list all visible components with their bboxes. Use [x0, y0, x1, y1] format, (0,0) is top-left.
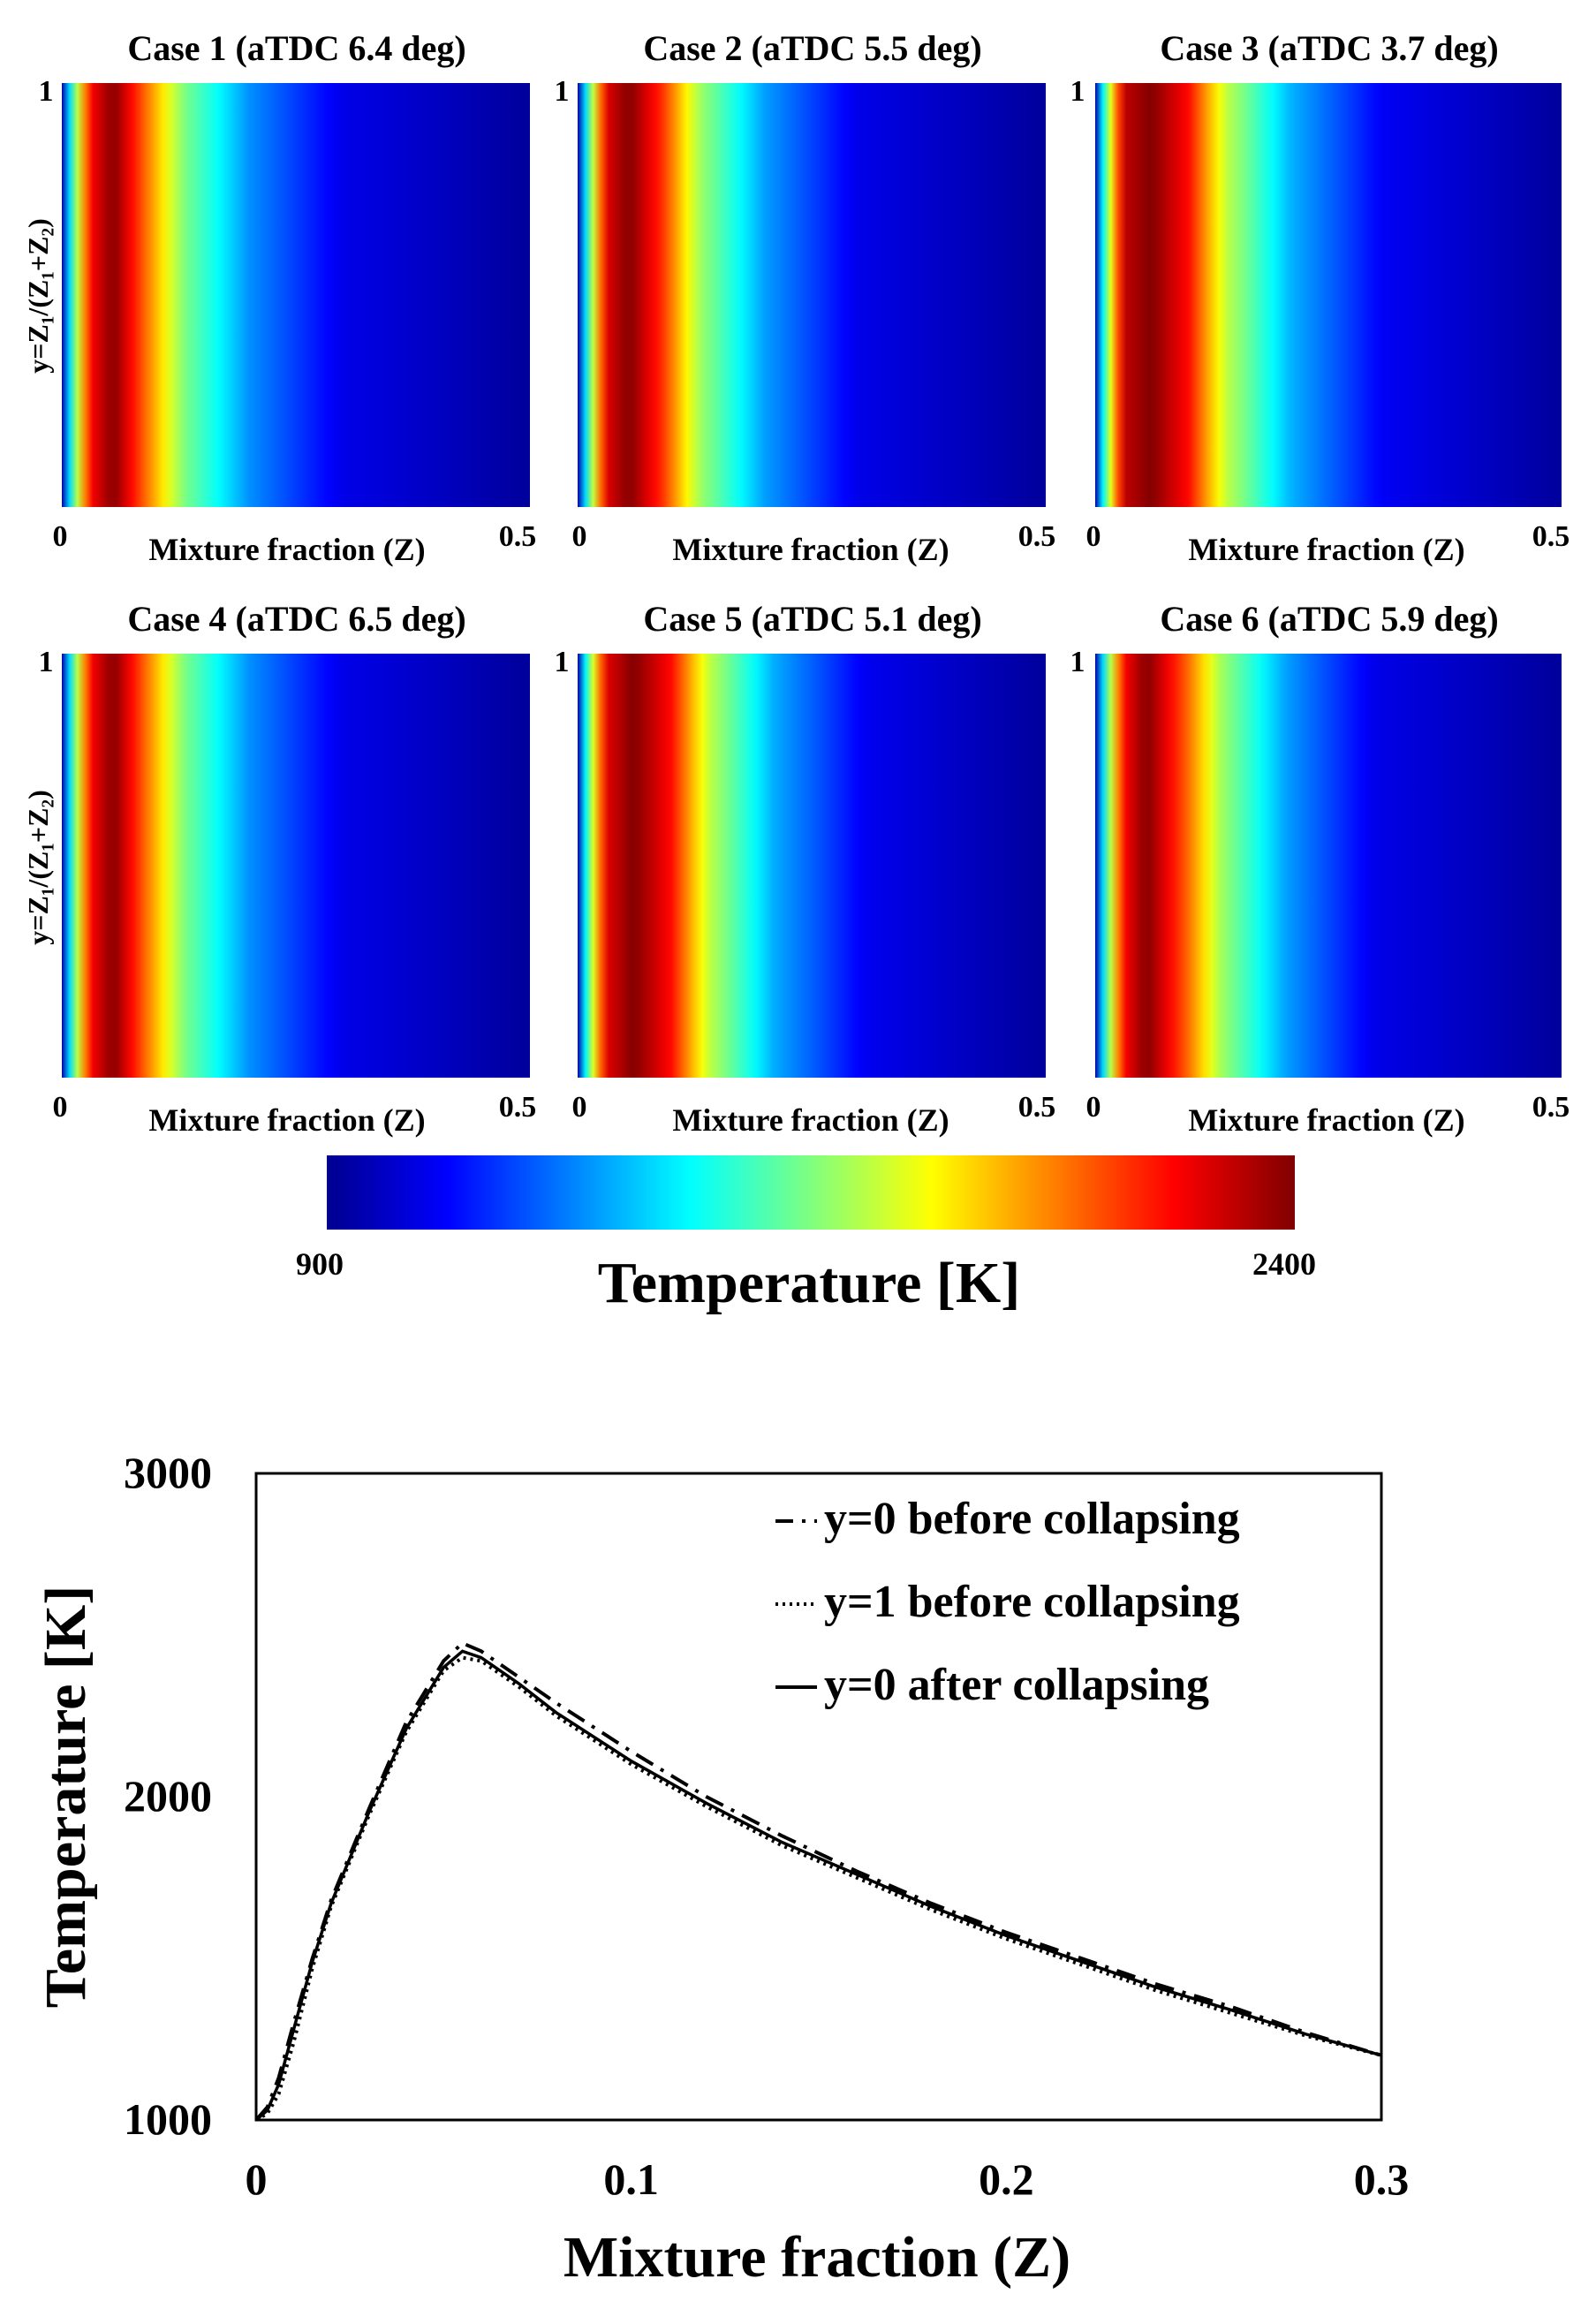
- ytick-max: 1: [1070, 75, 1085, 108]
- xtick-min: 0: [53, 520, 68, 553]
- heatmap-plot: [578, 654, 1046, 1078]
- x-axis-label: Mixture fraction (Z): [672, 532, 949, 567]
- x-axis-label: Mixture fraction (Z): [564, 2225, 1070, 2290]
- y-tick-label: 3000: [124, 1448, 212, 1497]
- x-axis-label: Mixture fraction (Z): [672, 1102, 949, 1138]
- heatmap-plot: [578, 83, 1046, 507]
- y-axis-label: y=Z₁/(Z₁+Z₂): [22, 218, 54, 373]
- colorbar-tick-min: 900: [296, 1246, 344, 1282]
- xtick-min: 0: [572, 520, 587, 553]
- xtick-max: 0.5: [1018, 520, 1056, 553]
- panel-title: Case 2 (aTDC 5.5 deg): [643, 28, 981, 68]
- x-tick-label: 0.1: [603, 2154, 659, 2204]
- panel-case-4: Case 4 (aTDC 6.5 deg) 1 0 0.5 Mixture fr…: [22, 599, 536, 1138]
- ytick-max: 1: [39, 75, 54, 108]
- panel-case-6: Case 6 (aTDC 5.9 deg) 1 0 0.5 Mixture fr…: [1070, 599, 1570, 1138]
- xtick-max: 0.5: [1018, 1091, 1056, 1124]
- line-chart: 0 0.1 0.2 0.3 1000 2000 3000 Temperature [K] M…: [34, 1448, 1409, 2290]
- colorbar: 900 2400 Temperature [K]: [296, 1155, 1316, 1315]
- panel-title: Case 6 (aTDC 5.9 deg): [1160, 599, 1498, 639]
- colorbar-label: Temperature [K]: [598, 1251, 1020, 1315]
- ytick-max: 1: [555, 646, 570, 678]
- xtick-min: 0: [1086, 520, 1101, 553]
- panel-case-2: Case 2 (aTDC 5.5 deg) 1 0 0.5 Mixture fr…: [555, 28, 1056, 567]
- legend: y=0 before collapsing y=1 before collaps…: [775, 1494, 1240, 1710]
- ytick-max: 1: [39, 646, 54, 678]
- ytick-max: 1: [555, 75, 570, 108]
- y-axis-label: Temperature [K]: [34, 1586, 98, 2008]
- xtick-max: 0.5: [1532, 1091, 1570, 1124]
- line-axes: 0 0.1 0.2 0.3 1000 2000 3000: [124, 1448, 1409, 2204]
- xtick-max: 0.5: [1532, 520, 1570, 553]
- panel-case-1: Case 1 (aTDC 6.4 deg) 1 0 0.5 Mixture fr…: [22, 28, 536, 567]
- panel-case-3: Case 3 (aTDC 3.7 deg) 1 0 0.5 Mixture fr…: [1070, 28, 1570, 567]
- y-tick-label: 1000: [124, 2094, 212, 2144]
- x-tick-label: 0.3: [1354, 2154, 1410, 2204]
- legend-item: y=0 before collapsing: [775, 1494, 1240, 1544]
- line-series-group: [254, 1640, 1382, 2122]
- xtick-max: 0.5: [499, 520, 537, 553]
- panel-title: Case 5 (aTDC 5.1 deg): [643, 599, 981, 639]
- panel-case-5: Case 5 (aTDC 5.1 deg) 1 0 0.5 Mixture fr…: [555, 599, 1056, 1138]
- xtick-min: 0: [572, 1091, 587, 1124]
- heatmap-plot: [62, 83, 530, 507]
- series-line-solid: [254, 1649, 1382, 2122]
- xtick-max: 0.5: [499, 1091, 537, 1124]
- heatmap-plot: [1095, 654, 1562, 1078]
- series-line-dotted: [255, 1655, 1382, 2122]
- y-axis-label: y=Z₁/(Z₁+Z₂): [22, 790, 54, 944]
- x-axis-label: Mixture fraction (Z): [148, 1102, 425, 1138]
- panel-title: Case 3 (aTDC 3.7 deg): [1160, 28, 1498, 68]
- colorbar-tick-max: 2400: [1252, 1246, 1316, 1282]
- legend-label: y=1 before collapsing: [824, 1577, 1240, 1627]
- panel-title: Case 1 (aTDC 6.4 deg): [127, 28, 465, 68]
- legend-label: y=0 before collapsing: [824, 1494, 1240, 1544]
- y-tick-label: 2000: [124, 1771, 212, 1821]
- xtick-min: 0: [1086, 1091, 1101, 1124]
- x-axis-label: Mixture fraction (Z): [148, 532, 425, 567]
- x-axis-label: Mixture fraction (Z): [1188, 532, 1464, 567]
- series-line-dashdot: [254, 1640, 1382, 2122]
- x-tick-label: 0: [246, 2154, 268, 2204]
- ytick-max: 1: [1070, 646, 1085, 678]
- plot-frame: [254, 1472, 1383, 2122]
- panel-title: Case 4 (aTDC 6.5 deg): [127, 599, 465, 639]
- legend-item: y=1 before collapsing: [775, 1577, 1240, 1627]
- x-tick-label: 0.2: [979, 2154, 1034, 2204]
- colorbar-gradient: [327, 1155, 1295, 1230]
- x-axis-label: Mixture fraction (Z): [1188, 1102, 1464, 1138]
- legend-label: y=0 after collapsing: [824, 1660, 1209, 1710]
- legend-item: y=0 after collapsing: [775, 1660, 1209, 1710]
- heatmap-plot: [62, 654, 530, 1078]
- heatmap-plot: [1095, 83, 1562, 507]
- xtick-min: 0: [53, 1091, 68, 1124]
